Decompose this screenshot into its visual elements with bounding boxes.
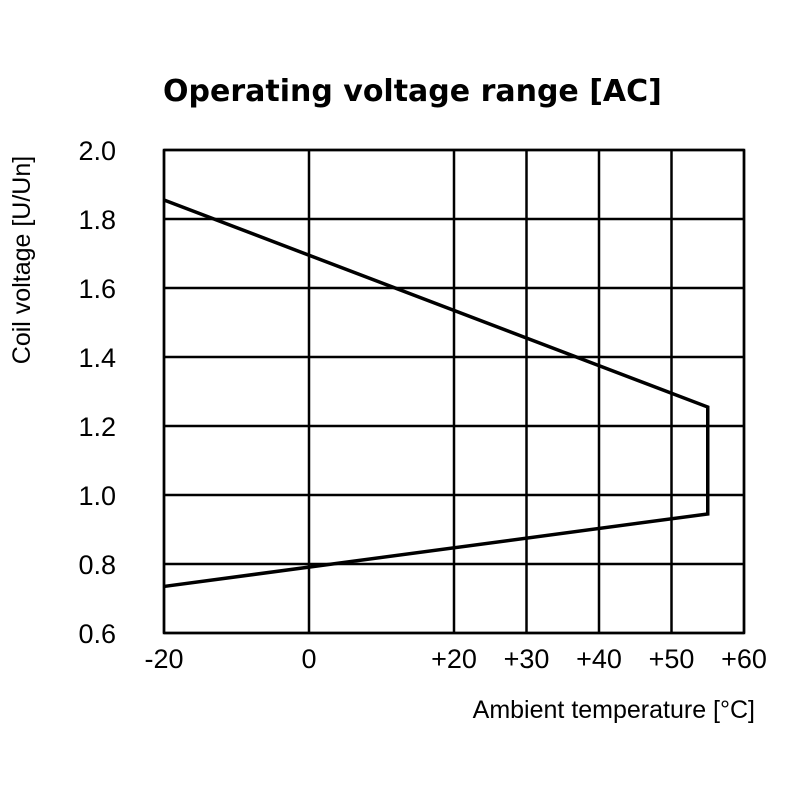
x-tick-label: +20 [431,644,477,674]
y-tick-label: 0.6 [78,619,116,649]
y-axis-label: Coil voltage [U/Un] [8,156,36,364]
y-tick-label: 2.0 [78,136,116,166]
x-axis-label: Ambient temperature [°C] [473,696,755,724]
grid [162,148,746,635]
series-line-0 [163,198,710,589]
y-axis-ticks: 0.6 0.8 1.0 1.2 1.4 1.6 1.8 2.0 [78,136,116,649]
chart-title: Operating voltage range [AC] [163,74,662,109]
y-tick-label: 1.4 [78,343,116,373]
y-tick-label: 1.6 [78,274,116,304]
x-tick-label: +60 [721,644,767,674]
x-tick-label: +50 [649,644,695,674]
plot-frame [162,148,746,635]
y-tick-label: 0.8 [78,550,116,580]
x-tick-label: +40 [576,644,622,674]
y-tick-label: 1.2 [78,412,116,442]
x-tick-label: -20 [144,644,183,674]
series-group [163,198,710,589]
y-tick-label: 1.0 [78,481,116,511]
x-tick-label: +30 [504,644,550,674]
x-axis-ticks: -20 0 +20 +30 +40 +50 +60 [144,644,766,674]
x-tick-label: 0 [301,644,316,674]
y-tick-label: 1.8 [78,205,116,235]
